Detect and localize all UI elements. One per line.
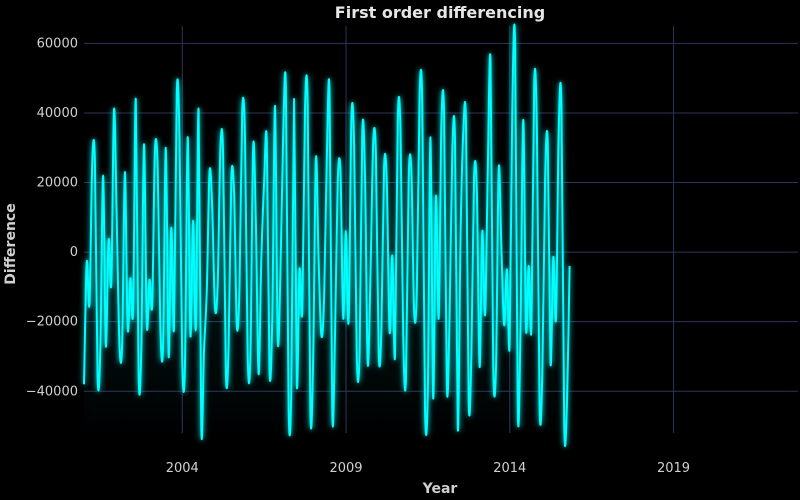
series-line xyxy=(83,23,571,447)
y-tick-label: −20000 xyxy=(26,315,78,330)
x-tick-label: 2009 xyxy=(329,461,362,476)
y-axis-ticks: −40000 −20000 0 20000 40000 60000 xyxy=(26,36,78,399)
y-tick-label: 0 xyxy=(70,245,78,260)
y-tick-label: 40000 xyxy=(37,106,78,121)
chart-title: First order differencing xyxy=(335,3,545,22)
y-tick-label: 60000 xyxy=(37,36,78,51)
y-tick-label: 20000 xyxy=(37,176,78,191)
x-tick-label: 2014 xyxy=(493,461,526,476)
y-tick-label: −40000 xyxy=(26,384,78,399)
x-axis-ticks: 2004 2009 2014 2019 xyxy=(166,461,690,476)
y-axis-label: Difference xyxy=(3,203,19,284)
x-tick-label: 2019 xyxy=(657,461,690,476)
x-axis-label: Year xyxy=(422,481,458,497)
x-tick-label: 2004 xyxy=(166,461,199,476)
